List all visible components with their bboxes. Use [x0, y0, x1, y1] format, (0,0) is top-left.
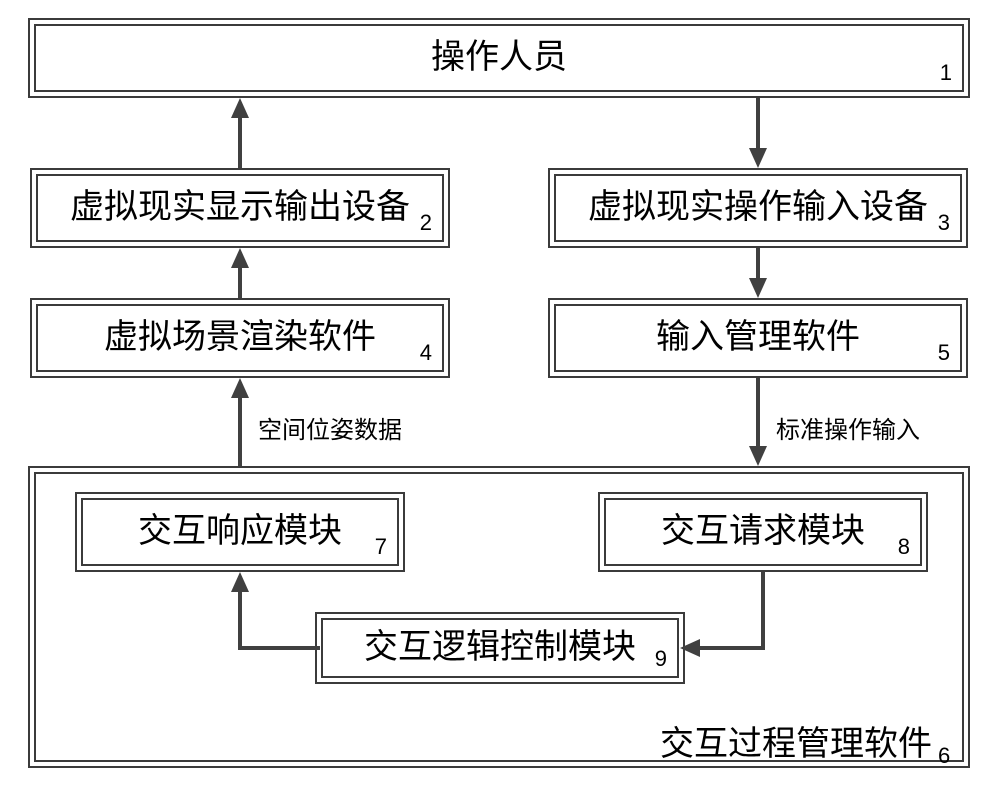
edge-e8 [0, 0, 1000, 790]
diagram-canvas: 操作人员1虚拟现实显示输出设备2虚拟现实操作输入设备3虚拟场景渲染软件4输入管理… [0, 0, 1000, 790]
